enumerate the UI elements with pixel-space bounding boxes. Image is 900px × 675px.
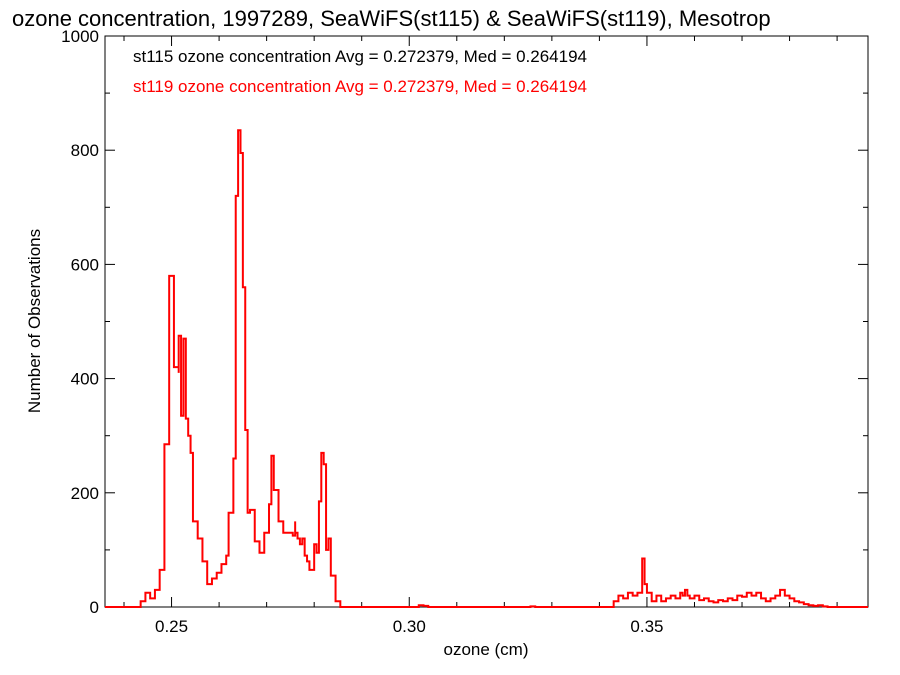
x-tick-label: 0.35 — [630, 617, 663, 636]
legend-st115: st115 ozone concentration Avg = 0.272379… — [133, 47, 587, 66]
y-tick-label: 600 — [71, 255, 99, 274]
y-tick-label: 200 — [71, 484, 99, 503]
y-axis-ticks: 0 200 400 600 800 1000 — [61, 27, 868, 617]
y-tick-label: 400 — [71, 370, 99, 389]
y-tick-label: 800 — [71, 141, 99, 160]
x-axis-ticks: 0.25 0.30 0.35 — [123, 36, 838, 636]
x-tick-label: 0.25 — [155, 617, 188, 636]
legend-st119: st119 ozone concentration Avg = 0.272379… — [133, 77, 587, 96]
plot-frame — [104, 35, 869, 608]
chart-title: ozone concentration, 1997289, SeaWiFS(st… — [12, 6, 771, 31]
series-line-0 — [105, 129, 868, 608]
y-axis-label: Number of Observations — [25, 229, 44, 413]
series-layer — [105, 129, 868, 608]
x-axis-label: ozone (cm) — [443, 640, 528, 659]
y-tick-label: 1000 — [61, 27, 99, 46]
y-tick-label: 0 — [90, 598, 99, 617]
x-tick-label: 0.30 — [393, 617, 426, 636]
